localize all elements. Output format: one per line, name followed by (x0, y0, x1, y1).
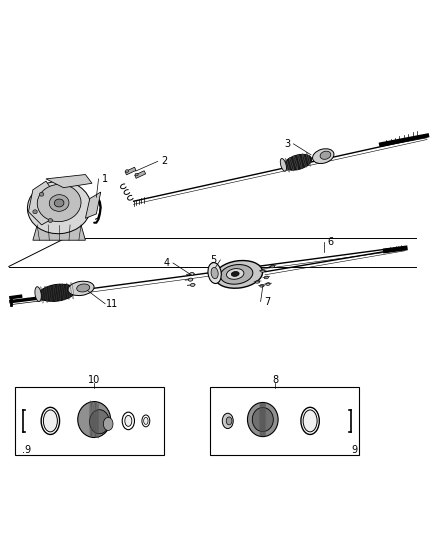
Ellipse shape (303, 410, 317, 432)
Text: 8: 8 (272, 375, 278, 384)
Ellipse shape (211, 268, 218, 279)
Ellipse shape (39, 192, 44, 196)
Ellipse shape (77, 284, 90, 292)
Ellipse shape (28, 181, 91, 233)
Ellipse shape (280, 158, 286, 171)
Bar (125, 167, 136, 175)
Ellipse shape (255, 280, 260, 283)
Ellipse shape (35, 287, 41, 302)
Ellipse shape (43, 410, 57, 432)
Polygon shape (85, 192, 101, 219)
Ellipse shape (39, 284, 75, 302)
Ellipse shape (266, 282, 270, 285)
Ellipse shape (37, 184, 81, 222)
Text: 9: 9 (352, 445, 358, 455)
Polygon shape (28, 181, 57, 225)
Ellipse shape (188, 278, 193, 281)
Text: 11: 11 (106, 298, 118, 309)
Text: 10: 10 (88, 375, 100, 384)
Ellipse shape (68, 281, 94, 296)
Ellipse shape (190, 272, 194, 276)
Ellipse shape (125, 415, 132, 426)
Ellipse shape (33, 210, 37, 214)
Ellipse shape (226, 269, 244, 279)
Ellipse shape (252, 408, 273, 432)
Ellipse shape (264, 276, 268, 279)
Polygon shape (46, 174, 92, 188)
Ellipse shape (215, 261, 263, 288)
Text: .9: .9 (22, 445, 31, 455)
Ellipse shape (135, 173, 138, 176)
Ellipse shape (54, 199, 64, 207)
Bar (15, 387, 164, 455)
Ellipse shape (144, 417, 148, 424)
Ellipse shape (125, 169, 129, 172)
Ellipse shape (208, 263, 221, 284)
Text: 4: 4 (163, 258, 170, 268)
Bar (210, 387, 359, 455)
Ellipse shape (103, 417, 113, 431)
Ellipse shape (191, 284, 195, 286)
Ellipse shape (220, 264, 253, 284)
Ellipse shape (231, 271, 239, 277)
Text: 5: 5 (211, 255, 217, 265)
Ellipse shape (284, 154, 312, 170)
Ellipse shape (89, 410, 110, 434)
Text: 7: 7 (264, 296, 270, 306)
Bar (134, 171, 146, 179)
Ellipse shape (49, 195, 69, 211)
Ellipse shape (226, 417, 232, 425)
Ellipse shape (78, 401, 110, 438)
Text: 1: 1 (102, 174, 108, 184)
Ellipse shape (247, 402, 278, 437)
Ellipse shape (261, 270, 265, 272)
Ellipse shape (260, 285, 264, 287)
Text: 3: 3 (284, 139, 290, 149)
Text: 6: 6 (328, 237, 334, 247)
Ellipse shape (223, 413, 233, 429)
Polygon shape (33, 225, 85, 240)
Ellipse shape (48, 219, 53, 222)
Ellipse shape (270, 265, 275, 268)
Ellipse shape (313, 149, 334, 164)
Ellipse shape (320, 151, 331, 159)
Text: 2: 2 (161, 156, 167, 166)
